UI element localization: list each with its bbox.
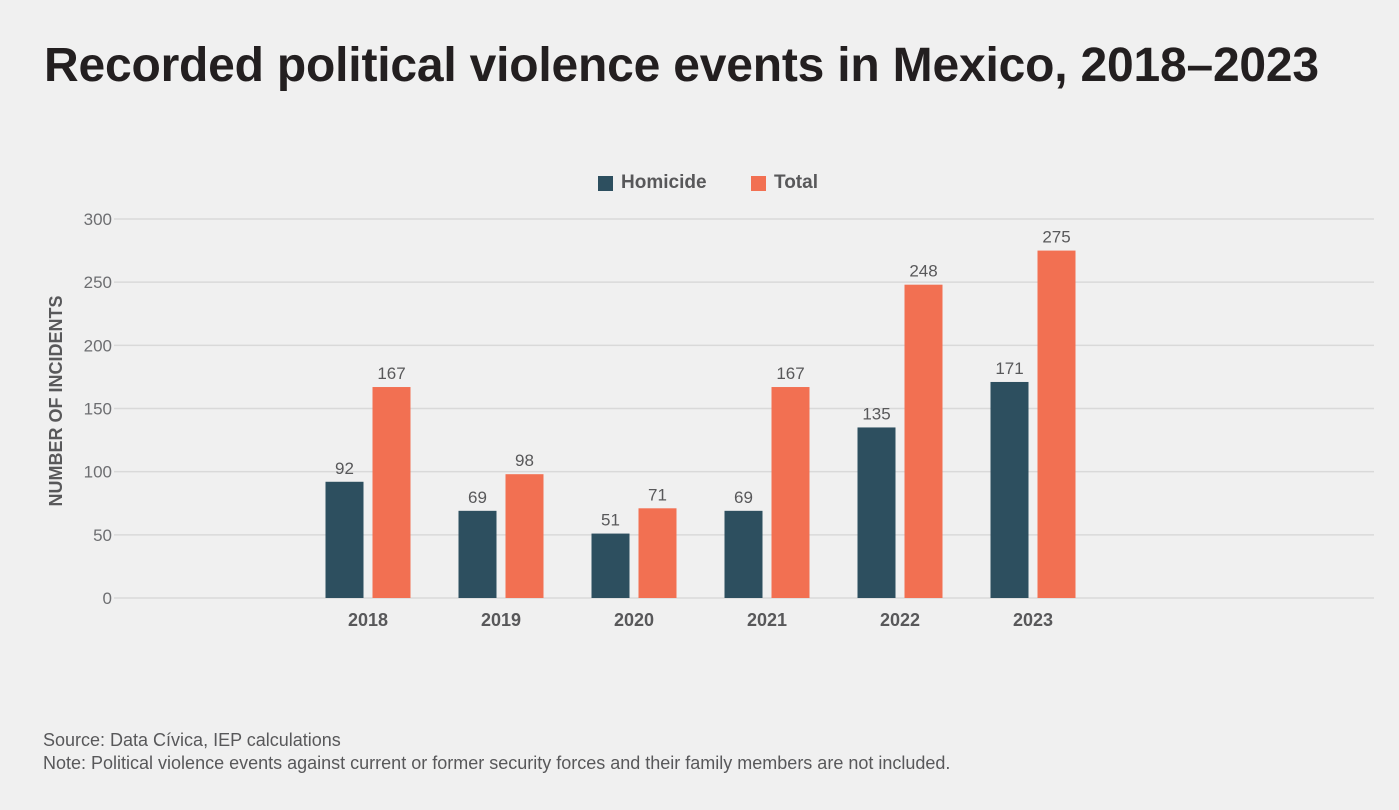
chart-title: Recorded political violence events in Me…	[44, 39, 1319, 92]
bar-homicide-2021	[724, 510, 763, 598]
legend-swatch-total	[751, 175, 766, 191]
bar-homicide-2022	[857, 427, 896, 598]
bar-homicide-2023	[990, 381, 1029, 598]
x-tick-label: 2022	[880, 610, 920, 630]
y-tick-label: 0	[103, 589, 112, 608]
y-tick-label: 100	[84, 463, 112, 482]
y-tick-label: 150	[84, 400, 112, 419]
bar-total-2018	[372, 387, 411, 598]
data-label-homicide-2020: 51	[601, 511, 620, 530]
x-tick-label: 2018	[348, 610, 388, 630]
data-labels: 92 167 69 98 51 71 69 167 135 248 171 275	[335, 228, 1071, 530]
bar-total-2023	[1037, 250, 1076, 599]
x-tick-label: 2020	[614, 610, 654, 630]
y-tick-label: 50	[93, 526, 112, 545]
bar-homicide-2018	[325, 481, 364, 598]
data-label-homicide-2023: 171	[995, 359, 1023, 378]
legend-label-homicide: Homicide	[621, 172, 707, 193]
data-label-homicide-2018: 92	[335, 459, 354, 478]
x-tick-label: 2019	[481, 610, 521, 630]
legend-item-homicide: Homicide	[598, 172, 707, 194]
x-tick-label: 2023	[1013, 610, 1053, 630]
bar-total-2022	[904, 284, 943, 598]
y-tick-label: 250	[84, 273, 112, 292]
footnote: Note: Political violence events against …	[43, 753, 951, 773]
bar-homicide-2020	[591, 533, 630, 598]
y-axis-title: NUMBER OF INCIDENTS	[46, 296, 66, 507]
data-label-total-2018: 167	[377, 364, 405, 383]
x-tick-label: 2021	[747, 610, 787, 630]
legend-item-total: Total	[751, 172, 818, 194]
data-label-total-2019: 98	[515, 451, 534, 470]
data-label-total-2023: 275	[1042, 228, 1070, 247]
footer: Source: Data Cívica, IEP calculations No…	[43, 729, 950, 775]
legend-swatch-homicide	[598, 175, 613, 191]
data-label-total-2021: 167	[776, 364, 804, 383]
legend-label-total: Total	[774, 172, 818, 193]
data-label-homicide-2022: 135	[862, 404, 890, 423]
y-axis-ticks: 0 50 100 150 200 250 300	[84, 210, 112, 608]
bar-total-2019	[505, 474, 544, 598]
data-label-homicide-2021: 69	[734, 488, 753, 507]
data-label-homicide-2019: 69	[468, 488, 487, 507]
y-tick-label: 200	[84, 336, 112, 355]
data-label-total-2022: 248	[909, 262, 937, 281]
x-axis-labels: 2018 2019 2020 2021 2022 2023	[348, 610, 1053, 630]
source-note: Source: Data Cívica, IEP calculations	[43, 730, 341, 750]
bar-homicide-2019	[458, 510, 497, 598]
data-label-total-2020: 71	[648, 485, 667, 504]
bar-total-2021	[771, 387, 810, 598]
legend: Homicide Total	[0, 172, 1399, 194]
bars	[325, 250, 1076, 599]
bar-total-2020	[638, 508, 677, 598]
y-tick-label: 300	[84, 210, 112, 229]
